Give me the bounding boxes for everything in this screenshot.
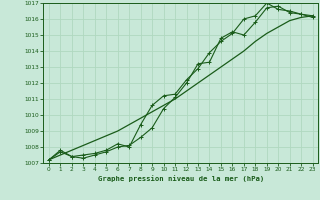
X-axis label: Graphe pression niveau de la mer (hPa): Graphe pression niveau de la mer (hPa)	[98, 175, 264, 182]
